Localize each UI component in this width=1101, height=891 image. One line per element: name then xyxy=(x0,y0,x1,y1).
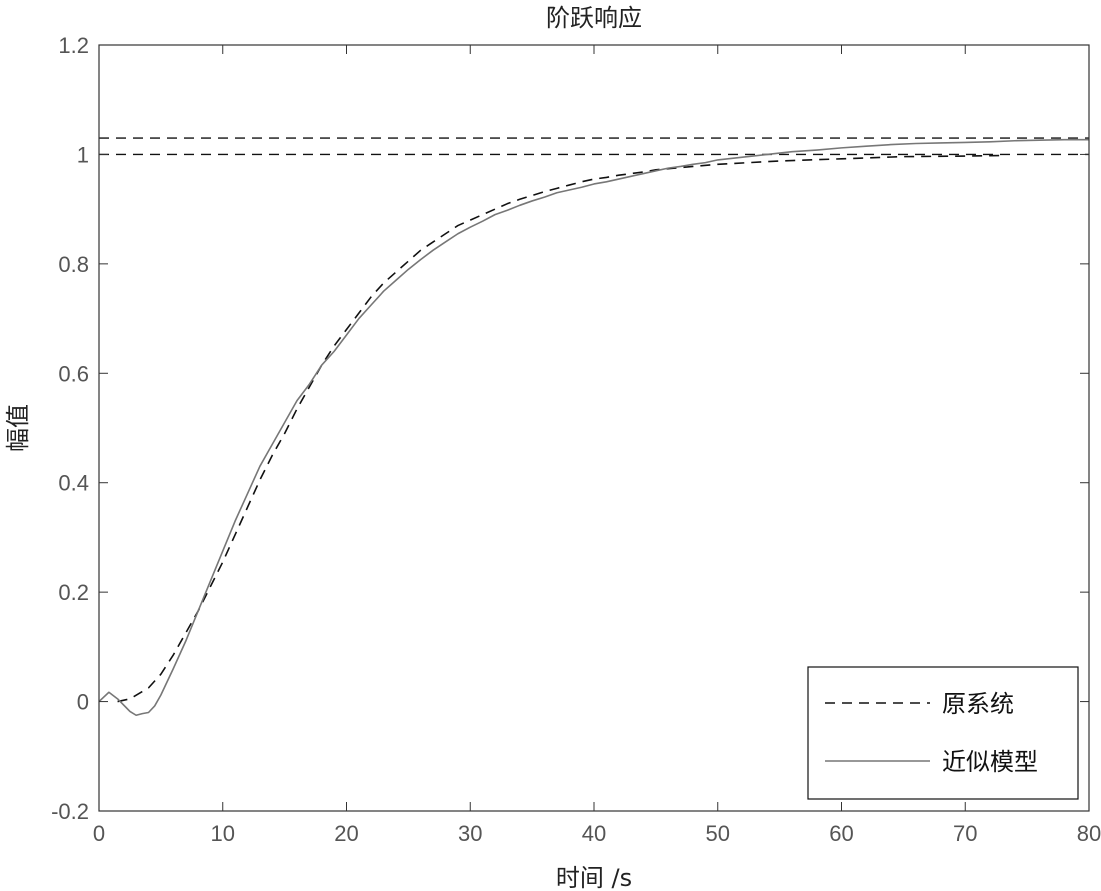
x-tick-label: 40 xyxy=(582,821,606,846)
y-axis-label: 幅值 xyxy=(4,404,32,452)
y-tick-label: 0 xyxy=(77,690,89,715)
x-tick-label: 60 xyxy=(829,821,853,846)
y-tick-label: 0.8 xyxy=(58,252,89,277)
series-line-1 xyxy=(98,138,1089,717)
reference-lines xyxy=(99,137,1089,156)
y-tick-label: 0.2 xyxy=(58,580,89,605)
x-tick-label: 80 xyxy=(1077,821,1101,846)
legend: 原系统 近似模型 xyxy=(807,666,1079,800)
y-tick-label: 0.4 xyxy=(58,471,89,496)
y-tick-label: 1 xyxy=(77,142,89,167)
x-tick-label: 0 xyxy=(93,821,105,846)
x-tick-label: 70 xyxy=(953,821,977,846)
series-line-0 xyxy=(117,154,1003,703)
legend-box xyxy=(807,666,1079,800)
x-tick-label: 20 xyxy=(334,821,358,846)
x-tick-label: 50 xyxy=(706,821,730,846)
legend-label-original-system: 原系统 xyxy=(942,690,1014,718)
series-layer xyxy=(98,138,1089,717)
y-tick-label: 1.2 xyxy=(58,33,89,58)
x-axis-label: 时间 /s xyxy=(556,864,632,891)
legend-label-approx-model: 近似模型 xyxy=(942,748,1038,776)
x-tick-label: 30 xyxy=(458,821,482,846)
y-axis-ticks: -0.2 0 0.2 0.4 0.6 0.8 1 1.2 xyxy=(51,33,1089,824)
y-tick-label: -0.2 xyxy=(51,799,89,824)
x-axis-ticks: 0 10 20 30 40 50 60 70 80 xyxy=(93,45,1101,846)
x-tick-label: 10 xyxy=(211,821,235,846)
chart-title: 阶跃响应 xyxy=(546,4,642,32)
y-tick-label: 0.6 xyxy=(58,361,89,386)
